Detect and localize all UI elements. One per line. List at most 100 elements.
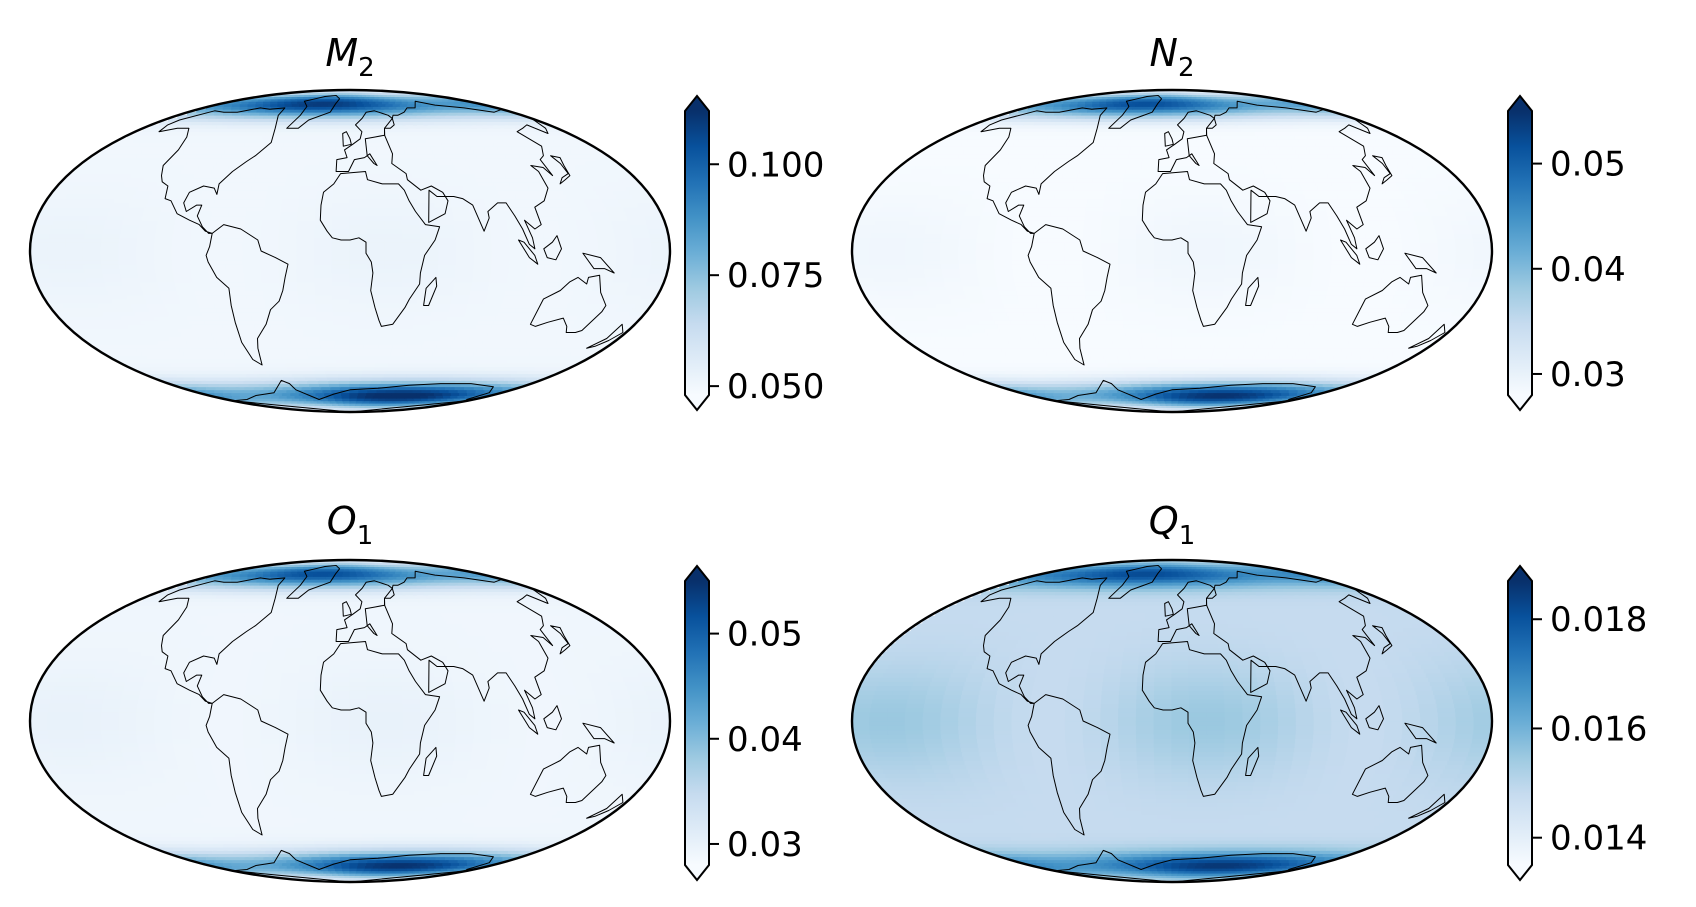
map-plot (28, 558, 672, 884)
colorbar: 0.05 0.04 0.03 (1507, 94, 1626, 412)
coastline (286, 95, 341, 129)
coastline (232, 379, 494, 412)
map-outline (850, 558, 1494, 884)
coastline (518, 709, 539, 735)
coastline (1027, 224, 1111, 366)
coastline (423, 746, 438, 776)
coastline (1206, 570, 1376, 720)
colorbar-tick-label: 0.050 (727, 367, 824, 407)
coastline (543, 705, 562, 731)
panel-title: Q1 (1149, 499, 1195, 551)
coastline (582, 722, 615, 744)
coastline (1027, 694, 1111, 836)
coastline (384, 570, 554, 720)
colorbar-outline (684, 564, 710, 882)
colorbar-extend-min (685, 395, 709, 410)
colorbar-extend-max (1508, 96, 1532, 111)
coastline (1340, 709, 1361, 735)
panel-o1: O1 0.05 0.04 0.03 (28, 499, 803, 884)
coastline (1054, 849, 1316, 882)
coastline (1408, 793, 1446, 819)
coastline (980, 577, 1108, 704)
coastline (1206, 100, 1376, 250)
coastline (1245, 746, 1260, 776)
colorbar-fill (1508, 581, 1532, 865)
colorbar-extend-max (685, 96, 709, 111)
colorbar-tick-label: 0.016 (1550, 709, 1647, 749)
map-outline (28, 558, 672, 884)
colorbar-fill (1508, 111, 1532, 395)
coastline (384, 100, 554, 250)
coastline (286, 565, 341, 599)
coastline (980, 107, 1108, 234)
map-outline (28, 88, 672, 414)
coastline (342, 131, 352, 147)
colorbar-tick-label: 0.100 (727, 145, 824, 185)
coastline (205, 224, 289, 366)
panel-title: M2 (325, 31, 374, 83)
coastline (342, 601, 352, 617)
colorbar-outline (1507, 94, 1533, 412)
coastline (1404, 252, 1437, 274)
colorbar-tick-label: 0.04 (1550, 250, 1626, 290)
coastlines (980, 95, 1446, 412)
colorbar: 0.018 0.016 0.014 (1507, 564, 1647, 882)
colorbar-tick-label: 0.04 (727, 720, 803, 760)
coastline (586, 793, 624, 819)
field-raster (852, 90, 1492, 412)
colorbar-extend-max (1508, 566, 1532, 581)
coastline (1108, 565, 1163, 599)
coastline (205, 694, 289, 836)
panel-title: N2 (1150, 31, 1195, 83)
coastline (158, 577, 286, 704)
coastline (1365, 235, 1384, 261)
coastline (1365, 705, 1384, 731)
panel-title: O1 (327, 499, 373, 551)
coastline (1164, 601, 1174, 617)
coastlines (158, 95, 624, 412)
coastline (1372, 625, 1393, 655)
coastline (529, 744, 607, 803)
colorbar-fill (685, 111, 709, 395)
coastlines (158, 565, 624, 882)
coastline (1340, 239, 1361, 265)
map-outline (850, 88, 1494, 414)
panel-n2: N2 0.05 0.04 0.03 (850, 31, 1626, 414)
colorbar-extend-min (1508, 865, 1532, 880)
coastline (550, 625, 571, 655)
field-raster (30, 90, 670, 412)
panel-m2: M2 0.100 0.075 0.050 (28, 31, 824, 414)
coastline (1141, 171, 1263, 327)
panel-q1: Q1 0.018 0.016 0.014 (850, 499, 1647, 884)
coastline (1164, 131, 1174, 147)
colorbar-outline (684, 94, 710, 412)
coastline (1404, 722, 1437, 744)
colorbar-extend-min (685, 865, 709, 880)
colorbar-tick-label: 0.03 (727, 825, 803, 865)
coastline (1351, 744, 1429, 803)
colorbar-tick-label: 0.014 (1550, 819, 1647, 859)
coastline (1245, 276, 1260, 306)
colorbar-tick-label: 0.05 (727, 615, 803, 655)
coastline (158, 107, 286, 234)
colorbar-fill (685, 581, 709, 865)
colorbar: 0.100 0.075 0.050 (684, 94, 824, 412)
coastline (543, 235, 562, 261)
colorbar-tick-label: 0.075 (727, 256, 824, 296)
coastline (1108, 95, 1163, 129)
coastline (518, 239, 539, 265)
map-plot (850, 558, 1494, 884)
coastline (582, 252, 615, 274)
coastline (319, 641, 441, 797)
coastline (550, 155, 571, 185)
colorbar-tick-label: 0.018 (1550, 600, 1647, 640)
colorbar: 0.05 0.04 0.03 (684, 564, 803, 882)
coastline (1408, 323, 1446, 349)
coastline (529, 274, 607, 333)
map-plot (850, 88, 1494, 414)
coastline (1141, 641, 1263, 797)
colorbar-extend-min (1508, 395, 1532, 410)
coastline (319, 171, 441, 327)
colorbar-extend-max (685, 566, 709, 581)
colorbar-outline (1507, 564, 1533, 882)
